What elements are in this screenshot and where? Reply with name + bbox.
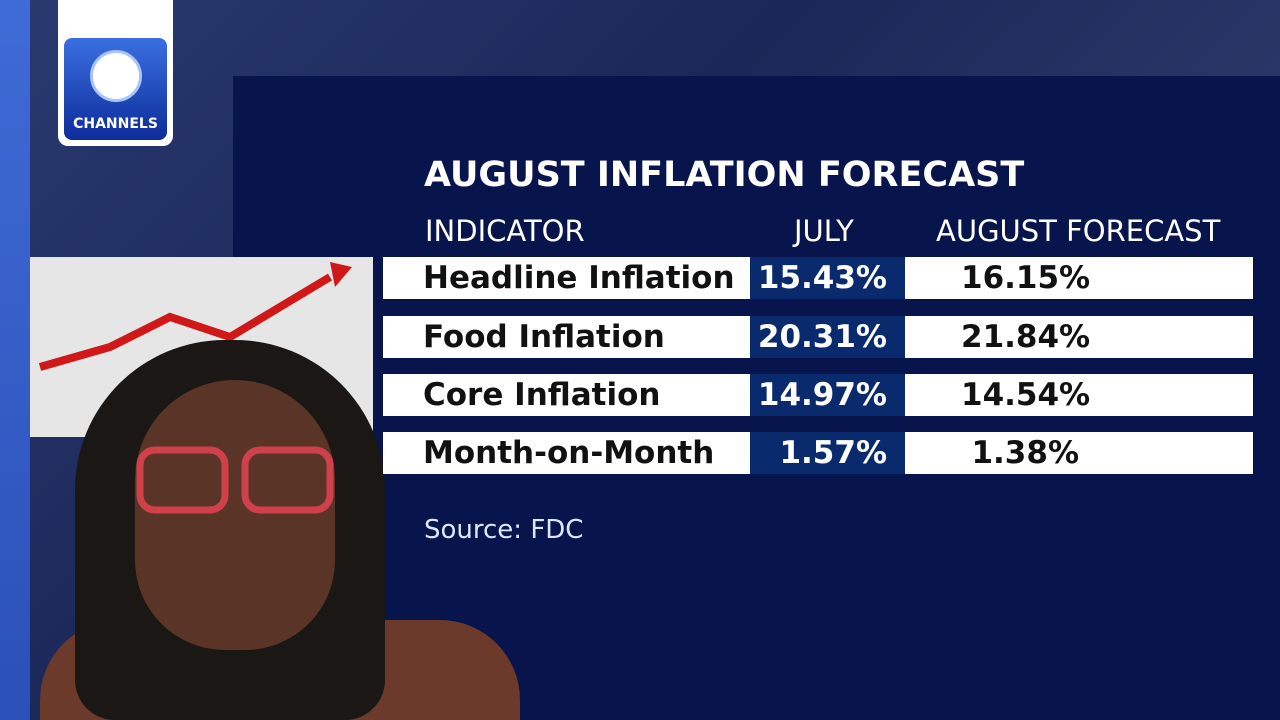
table-cell: 15.43% [750, 257, 905, 299]
logo-globe [90, 50, 142, 102]
presenter-face [135, 380, 335, 650]
table-row: Core Inflation 14.97% 14.54% [383, 374, 1253, 416]
chart-arrow-graphic [38, 262, 352, 371]
header-cell: JULY [794, 214, 854, 248]
side-strip [0, 0, 30, 720]
table-cell: Food Inflation [423, 319, 665, 355]
header-cell: AUGUST FORECAST [936, 214, 1221, 248]
glasses [136, 446, 334, 514]
table-cell: Month-on-Month [423, 435, 715, 471]
table-row: Headline Inflation 15.43% 16.15% [383, 257, 1253, 299]
table-cell: 20.31% [750, 316, 905, 358]
header-cell: INDICATOR [425, 214, 585, 248]
logo-text: CHANNELS [73, 116, 158, 132]
table-cell: Headline Inflation [423, 260, 735, 296]
table-cell: 1.38% [971, 435, 1079, 471]
table-row: Month-on-Month 1.57% 1.38% [383, 432, 1253, 474]
table-cell: 14.97% [750, 374, 905, 416]
table-cell: 16.15% [961, 260, 1091, 296]
table-row: Food Inflation 20.31% 21.84% [383, 316, 1253, 358]
panel-title: AUGUST INFLATION FORECAST [424, 155, 1025, 195]
table-cell: 1.57% [750, 432, 905, 474]
table-cell: 21.84% [961, 319, 1091, 355]
source-note: Source: FDC [424, 515, 584, 545]
table-cell: 14.54% [961, 377, 1091, 413]
table-cell: Core Inflation [423, 377, 661, 413]
